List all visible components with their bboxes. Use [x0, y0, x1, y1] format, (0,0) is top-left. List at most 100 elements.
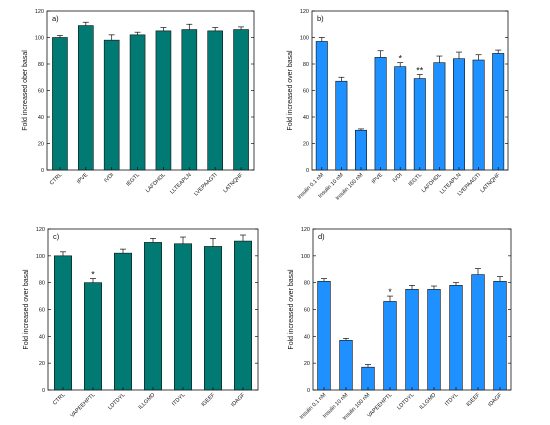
- bar: [361, 366, 375, 391]
- y-axis-label: Fold increased over basal: [288, 269, 295, 350]
- panel-label: b): [317, 14, 324, 23]
- bar: [433, 62, 446, 171]
- bar: [472, 59, 485, 171]
- x-tick-label: LATNQHF: [222, 172, 245, 195]
- y-tick-label: 120: [300, 9, 309, 15]
- bar: [383, 301, 397, 391]
- bar: [155, 30, 172, 171]
- x-tick-label: IDAGF: [230, 392, 247, 409]
- x-tick-label: LLTEAPLN: [169, 172, 192, 195]
- bar: [449, 285, 463, 391]
- bar: [233, 29, 249, 171]
- bar: [413, 78, 426, 171]
- chart-panel-d: 0 20 40 60 80 100 120 Fold increased over basal…: [288, 227, 512, 422]
- bar: [204, 246, 223, 391]
- significance-marker: *: [398, 54, 402, 64]
- chart-panel-b: 0 20 40 60 80 100 120 Fold increased over basal…: [287, 9, 509, 202]
- y-tick-label: 120: [35, 9, 44, 15]
- x-tick-label: LVEPAAGTI: [193, 172, 219, 198]
- y-tick-label: 60: [303, 89, 309, 95]
- y-tick-label: 20: [38, 142, 44, 148]
- y-axis-label: Fold increased over basal: [23, 269, 30, 350]
- x-tick-label: LATNQHF: [480, 172, 503, 195]
- y-tick-label: 0: [42, 388, 45, 394]
- y-tick-label: 20: [39, 361, 45, 367]
- y-tick-label: 40: [303, 115, 309, 121]
- x-tick-label: CTRL: [52, 392, 66, 406]
- x-tick-label: IEGTL: [125, 172, 140, 187]
- significance-marker: **: [416, 66, 424, 76]
- panel-label: a): [52, 14, 59, 23]
- panel-label: d): [318, 232, 325, 241]
- bar: [335, 80, 348, 171]
- x-tick-label: IPVE: [76, 172, 89, 185]
- y-tick-label: 0: [306, 168, 309, 174]
- y-tick-label: 80: [304, 281, 310, 287]
- x-tick-label: IDAGF: [487, 392, 504, 409]
- significance-marker: *: [388, 287, 392, 297]
- x-tick-label: IPVE: [371, 172, 384, 185]
- bar: [471, 274, 485, 391]
- y-tick-label: 40: [304, 334, 310, 340]
- x-tick-label: IGEEF: [465, 392, 481, 408]
- bar: [207, 30, 223, 171]
- x-tick-label: ITDYL: [444, 392, 459, 407]
- bar: [234, 240, 253, 391]
- y-tick-label: 100: [300, 36, 309, 42]
- bar: [427, 289, 441, 391]
- y-tick-label: 80: [39, 281, 45, 287]
- bar: [339, 340, 353, 391]
- bar: [315, 41, 328, 171]
- x-tick-label: IGEEF: [200, 392, 216, 408]
- bar: [114, 252, 133, 391]
- y-tick-label: 20: [304, 361, 310, 367]
- y-axis-label: Fold increased over basal: [287, 50, 294, 131]
- x-tick-label: LDTDYL: [396, 392, 415, 411]
- bar: [103, 39, 120, 171]
- bar: [493, 281, 507, 391]
- panel-label: c): [53, 232, 60, 241]
- y-tick-label: 100: [36, 254, 45, 260]
- bar: [84, 282, 103, 391]
- y-tick-label: 120: [301, 227, 310, 233]
- chart-panel-a: 0 20 40 60 80 100 120 Fold increased ober basal…: [22, 9, 255, 198]
- y-tick-label: 60: [38, 89, 44, 95]
- chart-panel-c: 0 20 40 60 80 100 120 Fold increased over basal…: [23, 227, 259, 419]
- x-tick-label: IVDI: [103, 172, 115, 184]
- bar: [181, 29, 198, 171]
- y-tick-label: 20: [303, 142, 309, 148]
- bar: [453, 58, 465, 171]
- bar: [492, 53, 505, 171]
- y-tick-label: 100: [35, 36, 44, 42]
- bar: [144, 242, 163, 391]
- x-tick-label: LAFDHDL: [145, 172, 167, 194]
- y-tick-label: 80: [303, 62, 309, 68]
- bar: [174, 243, 193, 391]
- bar: [374, 57, 387, 171]
- y-tick-label: 40: [39, 334, 45, 340]
- x-tick-label: ITDYL: [171, 392, 186, 407]
- bar: [317, 281, 331, 391]
- y-tick-label: 120: [36, 227, 45, 233]
- x-tick-label: LDTDYL: [107, 392, 126, 411]
- x-tick-label: ILLGMD: [419, 392, 438, 411]
- y-tick-label: 60: [39, 308, 45, 314]
- x-tick-label: ILLGMD: [138, 392, 157, 411]
- x-tick-label: VAPEEHPTL: [70, 392, 97, 419]
- bar: [52, 37, 68, 171]
- bar: [78, 25, 94, 171]
- x-tick-label: CTRL: [49, 172, 63, 186]
- y-tick-label: 100: [301, 254, 310, 260]
- y-axis-label: Fold increased ober basal: [22, 50, 29, 131]
- y-tick-label: 0: [307, 388, 310, 394]
- y-tick-label: 40: [38, 115, 44, 121]
- bar: [394, 66, 407, 171]
- bar: [53, 255, 72, 391]
- x-tick-label: IVDI: [392, 172, 404, 184]
- y-tick-label: 80: [38, 62, 44, 68]
- significance-marker: *: [91, 270, 95, 280]
- y-tick-label: 0: [41, 168, 44, 174]
- bar: [355, 129, 367, 171]
- y-tick-label: 60: [304, 308, 310, 314]
